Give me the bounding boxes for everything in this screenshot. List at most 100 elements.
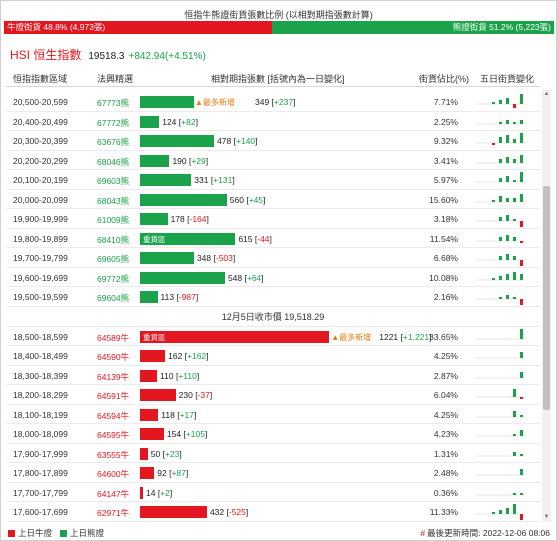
share-cell: 4.25% bbox=[433, 351, 458, 361]
footer: 上日牛證 上日熊證 # 最後更新時間: 2022-12-06 08:06 bbox=[6, 524, 552, 539]
contracts-amount: 1221 [+1,221] bbox=[379, 332, 431, 342]
bracket-open: [ bbox=[160, 448, 165, 459]
bracket-open: [ bbox=[192, 390, 198, 400]
five-day-sparkline bbox=[476, 172, 526, 183]
scrollbar[interactable]: ▲ ▼ bbox=[542, 90, 551, 522]
sparkline-bar bbox=[513, 434, 516, 436]
index-change: +842.94(+4.51%) bbox=[128, 51, 206, 62]
contracts-change: +110 bbox=[178, 370, 197, 381]
product-link[interactable]: 63555牛 bbox=[97, 449, 130, 460]
product-link[interactable]: 63676熊 bbox=[97, 137, 130, 147]
contracts-bar bbox=[140, 408, 159, 421]
bracket-open: [ bbox=[242, 272, 247, 283]
contracts-value: 50 bbox=[150, 448, 161, 459]
table-row: 18,400-18,499 64590牛 162 [+162] 4.25% bbox=[6, 346, 540, 366]
product-link[interactable]: 68410熊 bbox=[97, 234, 130, 245]
sparkline-bar bbox=[506, 135, 509, 143]
five-day-sparkline bbox=[476, 271, 526, 280]
table-row: 20,400-20,499 67772熊 124 [+82] 2.25% bbox=[6, 112, 540, 131]
scroll-down-arrow-icon[interactable]: ▼ bbox=[543, 514, 550, 520]
sparkline-bar bbox=[520, 240, 523, 243]
share-cell: 2.16% bbox=[433, 292, 458, 302]
range-cell: 18,400-18,499 bbox=[13, 351, 68, 361]
five-day-sparkline bbox=[476, 234, 526, 243]
table-row: 19,700-19,799 69605熊 348 [-503] 6.68% bbox=[6, 248, 540, 268]
contracts-change: -44 bbox=[257, 233, 270, 244]
five-day-sparkline bbox=[476, 469, 526, 476]
five-day-sparkline bbox=[476, 410, 526, 417]
sparkline-bar bbox=[506, 254, 509, 260]
sparkline-bar bbox=[499, 510, 502, 514]
sparkline-bar bbox=[499, 137, 502, 143]
contracts-bar bbox=[140, 154, 170, 167]
table-row: 18,200-18,299 64591牛 230 [-37] 6.04% bbox=[6, 385, 540, 405]
table-row: 17,800-17,899 64600牛 92 [+87] 2.48% bbox=[6, 463, 540, 483]
product-link[interactable]: 67773熊 bbox=[97, 98, 130, 108]
index-summary: HSI 恒生指數 19518.3 +842.94(+4.51%) bbox=[10, 46, 206, 62]
five-day-sparkline bbox=[476, 193, 526, 202]
sparkline-bar bbox=[520, 352, 523, 358]
product-link[interactable]: 64589牛 bbox=[97, 332, 130, 343]
range-cell: 18,300-18,399 bbox=[13, 370, 68, 381]
table-row: 20,000-20,099 68043熊 560 [+45] 15.60% bbox=[6, 190, 540, 209]
bracket-open: [ bbox=[176, 116, 182, 127]
product-link[interactable]: 69605熊 bbox=[97, 254, 130, 264]
product-link[interactable]: 64594牛 bbox=[97, 410, 130, 421]
sparkline-bar bbox=[520, 260, 523, 266]
product-link[interactable]: 64139牛 bbox=[97, 371, 130, 382]
product-link[interactable]: 61009熊 bbox=[97, 215, 130, 225]
sparkline-bar bbox=[492, 143, 495, 145]
sparkline-bar bbox=[513, 219, 516, 221]
sparkline-bar bbox=[513, 410, 516, 417]
bracket-close: ] bbox=[209, 390, 213, 400]
bracket-open: [ bbox=[173, 370, 179, 381]
scroll-thumb[interactable] bbox=[543, 186, 550, 410]
contracts-change: +87 bbox=[171, 468, 186, 478]
product-link[interactable]: 69604熊 bbox=[97, 293, 130, 303]
range-cell: 20,300-20,399 bbox=[13, 136, 68, 146]
sparkline-bar bbox=[499, 158, 502, 163]
green-square-icon bbox=[60, 529, 67, 537]
bracket-close: ] bbox=[169, 487, 173, 498]
product-link[interactable]: 64600牛 bbox=[97, 469, 130, 479]
sparkline-bar bbox=[492, 277, 495, 280]
share-cell: 1.31% bbox=[433, 448, 458, 459]
contracts-amount: 331 [+131] bbox=[194, 175, 234, 185]
five-day-sparkline bbox=[476, 94, 526, 108]
product-link[interactable]: 69603熊 bbox=[97, 176, 130, 186]
share-cell: 3.41% bbox=[433, 155, 458, 166]
sparkline-bar bbox=[520, 414, 523, 417]
share-cell: 9.32% bbox=[433, 136, 458, 146]
sparkline-bar bbox=[513, 104, 516, 108]
product-link[interactable]: 64147牛 bbox=[97, 488, 130, 499]
range-cell: 20,400-20,499 bbox=[13, 116, 68, 127]
bracket-close: ] bbox=[263, 194, 266, 205]
most-added-tag: ▲最多新增 bbox=[331, 332, 372, 342]
product-link[interactable]: 68043熊 bbox=[97, 195, 130, 206]
product-link[interactable]: 69772熊 bbox=[97, 273, 130, 284]
contracts-value: 178 bbox=[170, 214, 185, 224]
product-link[interactable]: 64590牛 bbox=[97, 352, 130, 362]
contracts-bar bbox=[140, 486, 143, 499]
scroll-up-arrow-icon[interactable]: ▲ bbox=[543, 91, 550, 97]
table-row: 19,600-19,699 69772熊 548 [+64] 10.08% bbox=[6, 268, 540, 287]
sparkline-bar bbox=[506, 156, 509, 163]
sparkline-bar bbox=[506, 215, 509, 221]
sparkline-bar bbox=[492, 102, 495, 104]
contracts-value: 1221 bbox=[379, 331, 399, 342]
share-cell: 2.48% bbox=[433, 468, 458, 478]
contracts-change: +82 bbox=[181, 116, 196, 127]
product-link[interactable]: 62971牛 bbox=[97, 508, 130, 518]
product-link[interactable]: 64591牛 bbox=[97, 391, 130, 401]
sparkline-bar bbox=[520, 133, 523, 143]
product-link[interactable]: 68046熊 bbox=[97, 156, 130, 167]
contracts-amount: 124 [+82] bbox=[162, 117, 198, 127]
share-cell: 10.08% bbox=[429, 272, 458, 283]
sparkline-bar bbox=[520, 453, 523, 456]
product-link[interactable]: 64595牛 bbox=[97, 430, 130, 440]
contracts-value: 478 bbox=[217, 136, 232, 146]
share-cell: 4.25% bbox=[433, 409, 458, 420]
range-cell: 19,600-19,699 bbox=[13, 272, 68, 283]
product-link[interactable]: 67772熊 bbox=[97, 117, 130, 128]
